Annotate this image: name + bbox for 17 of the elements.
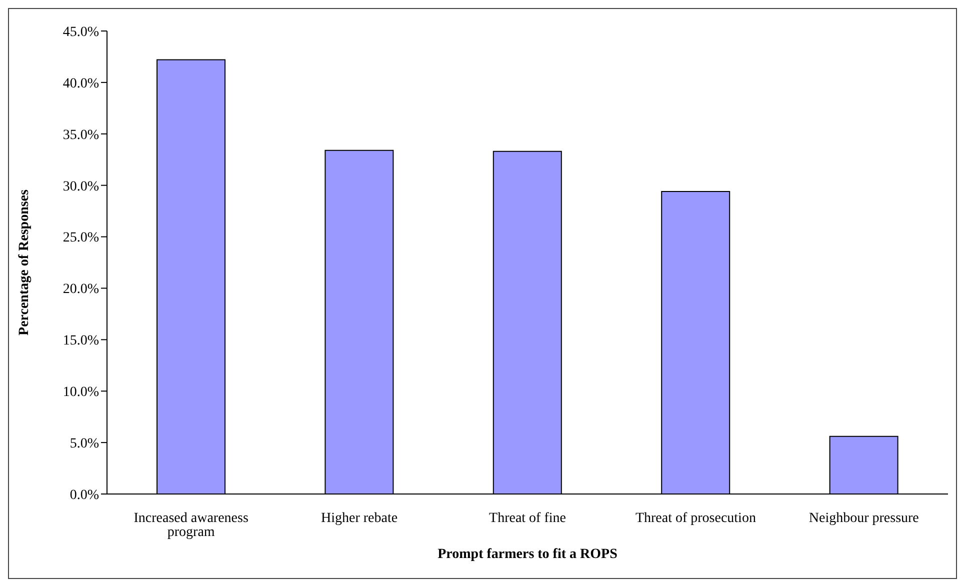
x-tick-label: Threat of prosecution: [635, 510, 756, 526]
y-tick-label: 40.0%: [62, 76, 100, 92]
y-tick-label: 25.0%: [62, 230, 100, 246]
y-tick-label: 5.0%: [70, 436, 100, 452]
x-axis-title: Prompt farmers to fit a ROPS: [438, 547, 618, 562]
y-tick-label: 15.0%: [62, 334, 100, 349]
y-axis-title: Percentage of Responses: [16, 188, 32, 336]
y-tick-label: 35.0%: [62, 128, 100, 143]
y-tick-label: 45.0%: [62, 24, 100, 40]
x-tick-label: Increased awareness program: [134, 510, 248, 540]
y-tick-label: 30.0%: [62, 179, 100, 194]
y-tick-label: 0.0%: [70, 488, 100, 503]
x-tick-label: Neighbour pressure: [808, 510, 919, 526]
x-tick-label: Threat of fine: [489, 510, 566, 526]
y-tick-label: 20.0%: [62, 282, 100, 298]
y-tick-label: 10.0%: [62, 385, 100, 400]
x-tick-label: Higher rebate: [321, 510, 398, 526]
